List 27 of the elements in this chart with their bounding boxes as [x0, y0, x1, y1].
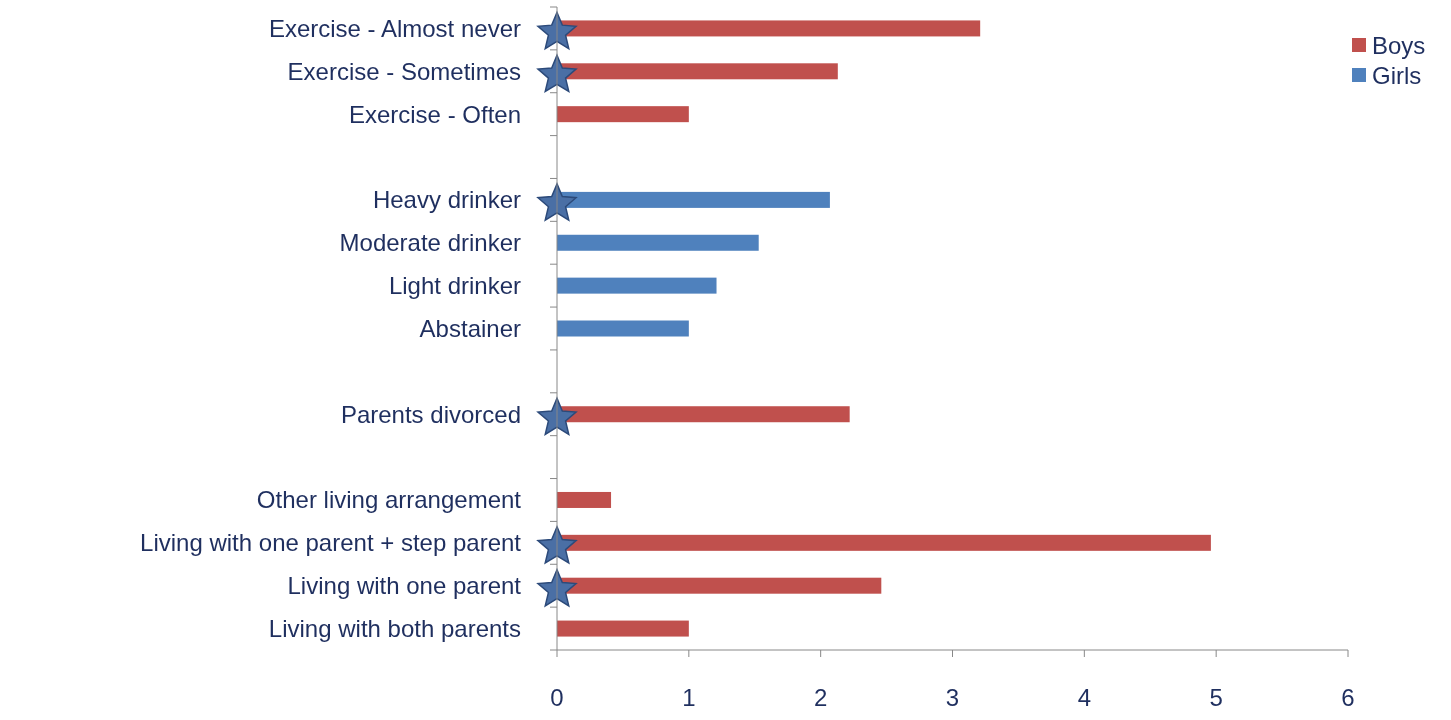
y-tick-label: Moderate drinker: [339, 229, 521, 257]
x-tick-label: 4: [1077, 684, 1092, 711]
y-tick-label: Heavy drinker: [372, 186, 521, 214]
bar: [557, 491, 612, 508]
x-tick-label: 3: [945, 684, 960, 711]
x-tick-label: 6: [1341, 684, 1355, 711]
x-tick-label: 2: [813, 684, 828, 711]
x-tick-label: 0: [550, 684, 564, 711]
y-tick-label: Living with both parents: [268, 615, 521, 643]
y-tick-label: Exercise - Sometimes: [287, 57, 521, 85]
y-tick-label: Exercise - Often: [348, 100, 521, 128]
y-tick-label: Exercise - Almost never: [268, 14, 521, 42]
bar: [557, 277, 717, 294]
bar: [557, 320, 689, 337]
x-tick-label: 5: [1209, 684, 1223, 711]
y-tick-label: Living with one parent + step parent: [140, 529, 522, 557]
bar: [557, 106, 689, 123]
x-tick-label: 1: [682, 684, 696, 711]
bar: [557, 620, 689, 637]
bar: [557, 234, 759, 251]
y-tick-label: Other living arrangement: [256, 486, 522, 514]
y-tick-label: Light drinker: [388, 272, 521, 300]
y-tick-label: Abstainer: [419, 315, 522, 342]
legend-label: Boys: [1372, 31, 1426, 59]
y-tick-label: Living with one parent: [287, 572, 522, 600]
legend-label: Girls: [1372, 61, 1422, 89]
y-tick-label: Parents divorced: [340, 400, 521, 428]
